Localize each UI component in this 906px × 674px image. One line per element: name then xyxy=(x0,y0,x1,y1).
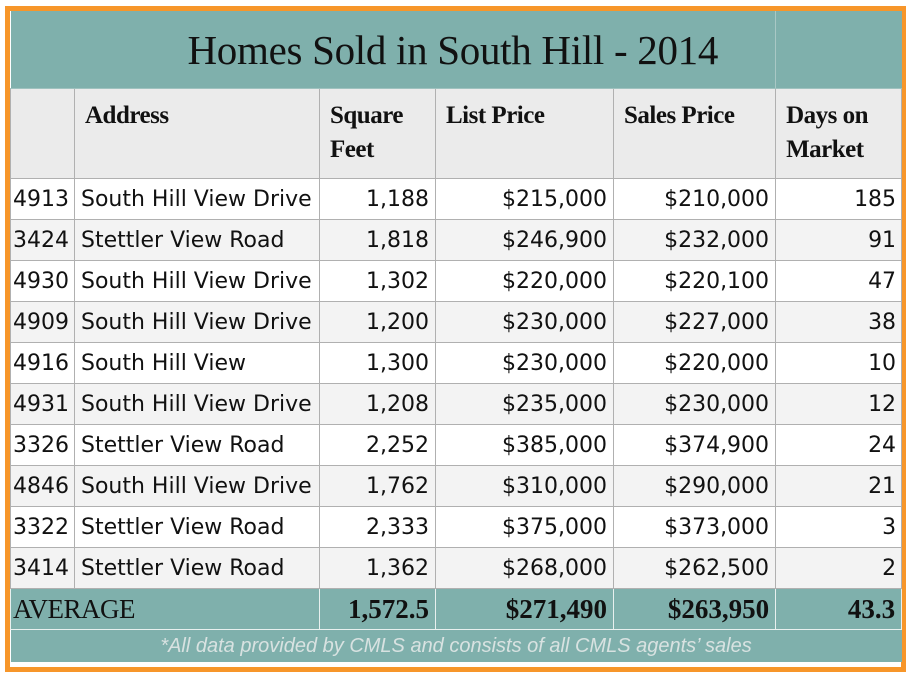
cell-address: Stettler View Road xyxy=(74,506,320,548)
title-cell: Homes Sold in South Hill - 2014 xyxy=(10,11,777,89)
cell-address: South Hill View Drive xyxy=(74,383,320,425)
average-square-feet: 1,572.5 xyxy=(319,588,436,630)
cell-sales-price: $220,000 xyxy=(612,342,777,384)
cell-number: 4909 xyxy=(10,301,75,343)
cell-sales-price: $290,000 xyxy=(612,465,777,507)
cell-square-feet: 1,208 xyxy=(319,383,436,425)
cell-square-feet: 1,302 xyxy=(319,260,436,302)
cell-address: South Hill View xyxy=(74,342,320,384)
cell-address: South Hill View Drive xyxy=(74,260,320,302)
cell-days-on-market: 24 xyxy=(775,424,903,466)
cell-list-price: $385,000 xyxy=(435,424,614,466)
cell-square-feet: 1,200 xyxy=(319,301,436,343)
average-label: AVERAGE xyxy=(10,588,320,630)
cell-square-feet: 2,333 xyxy=(319,506,436,548)
table-title: Homes Sold in South Hill - 2014 xyxy=(187,26,719,73)
cell-list-price: $215,000 xyxy=(435,178,614,220)
cell-address: Stettler View Road xyxy=(74,547,320,589)
table-row: 4846 South Hill View Drive 1,762 $310,00… xyxy=(10,465,903,507)
cell-sales-price: $262,500 xyxy=(612,547,777,589)
cell-square-feet: 1,188 xyxy=(319,178,436,220)
cell-number: 3326 xyxy=(10,424,75,466)
average-list-price: $271,490 xyxy=(435,588,614,630)
cell-list-price: $230,000 xyxy=(435,301,614,343)
cell-days-on-market: 3 xyxy=(775,506,903,548)
cell-days-on-market: 38 xyxy=(775,301,903,343)
cell-list-price: $310,000 xyxy=(435,465,614,507)
cell-days-on-market: 21 xyxy=(775,465,903,507)
cell-address: Stettler View Road xyxy=(74,219,320,261)
cell-list-price: $230,000 xyxy=(435,342,614,384)
cell-number: 3322 xyxy=(10,506,75,548)
table-row: 4909 South Hill View Drive 1,200 $230,00… xyxy=(10,301,903,343)
cell-days-on-market: 47 xyxy=(775,260,903,302)
cell-number: 4913 xyxy=(10,178,75,220)
table-row: 3322 Stettler View Road 2,333 $375,000 $… xyxy=(10,506,903,548)
title-row: Homes Sold in South Hill - 2014 xyxy=(10,11,902,89)
cell-address: Stettler View Road xyxy=(74,424,320,466)
header-row: Address Square Feet List Price Sales Pri… xyxy=(10,88,903,179)
title-blank-cell xyxy=(775,11,902,89)
table-row: 4930 South Hill View Drive 1,302 $220,00… xyxy=(10,260,903,302)
average-sales-price: $263,950 xyxy=(612,588,777,630)
cell-days-on-market: 91 xyxy=(775,219,903,261)
cell-square-feet: 1,818 xyxy=(319,219,436,261)
cell-sales-price: $374,900 xyxy=(612,424,777,466)
cell-number: 4916 xyxy=(10,342,75,384)
header-list-price: List Price xyxy=(435,88,614,179)
header-days-on-market: Days on Market xyxy=(775,88,903,179)
cell-square-feet: 1,362 xyxy=(319,547,436,589)
table-row: 3326 Stettler View Road 2,252 $385,000 $… xyxy=(10,424,903,466)
cell-number: 3424 xyxy=(10,219,75,261)
cell-sales-price: $373,000 xyxy=(612,506,777,548)
cell-square-feet: 2,252 xyxy=(319,424,436,466)
table-row: 4931 South Hill View Drive 1,208 $235,00… xyxy=(10,383,903,425)
cell-days-on-market: 185 xyxy=(775,178,903,220)
table-row: 4913 South Hill View Drive 1,188 $215,00… xyxy=(10,178,903,220)
header-square-feet: Square Feet xyxy=(319,88,436,179)
homes-sold-table-frame: Homes Sold in South Hill - 2014 Address … xyxy=(5,6,906,672)
cell-address: South Hill View Drive xyxy=(74,465,320,507)
table-row: 4916 South Hill View 1,300 $230,000 $220… xyxy=(10,342,903,384)
cell-list-price: $235,000 xyxy=(435,383,614,425)
homes-sold-table: Homes Sold in South Hill - 2014 Address … xyxy=(10,11,903,662)
header-number xyxy=(10,88,75,179)
cell-square-feet: 1,762 xyxy=(319,465,436,507)
cell-number: 4930 xyxy=(10,260,75,302)
cell-sales-price: $210,000 xyxy=(612,178,777,220)
cell-square-feet: 1,300 xyxy=(319,342,436,384)
footnote-row: *All data provided by CMLS and consists … xyxy=(10,629,902,662)
cell-list-price: $220,000 xyxy=(435,260,614,302)
average-days-on-market: 43.3 xyxy=(775,588,903,630)
cell-list-price: $246,900 xyxy=(435,219,614,261)
cell-number: 4931 xyxy=(10,383,75,425)
footnote: *All data provided by CMLS and consists … xyxy=(10,629,902,662)
cell-number: 3414 xyxy=(10,547,75,589)
cell-days-on-market: 2 xyxy=(775,547,903,589)
average-row: AVERAGE 1,572.5 $271,490 $263,950 43.3 xyxy=(10,588,903,630)
cell-number: 4846 xyxy=(10,465,75,507)
cell-sales-price: $227,000 xyxy=(612,301,777,343)
cell-list-price: $375,000 xyxy=(435,506,614,548)
header-sales-price: Sales Price xyxy=(612,88,777,179)
cell-address: South Hill View Drive xyxy=(74,301,320,343)
cell-list-price: $268,000 xyxy=(435,547,614,589)
cell-days-on-market: 12 xyxy=(775,383,903,425)
table-row: 3424 Stettler View Road 1,818 $246,900 $… xyxy=(10,219,903,261)
cell-days-on-market: 10 xyxy=(775,342,903,384)
cell-sales-price: $232,000 xyxy=(612,219,777,261)
header-address: Address xyxy=(74,88,320,179)
cell-sales-price: $230,000 xyxy=(612,383,777,425)
cell-address: South Hill View Drive xyxy=(74,178,320,220)
cell-sales-price: $220,100 xyxy=(612,260,777,302)
table-row: 3414 Stettler View Road 1,362 $268,000 $… xyxy=(10,547,903,589)
